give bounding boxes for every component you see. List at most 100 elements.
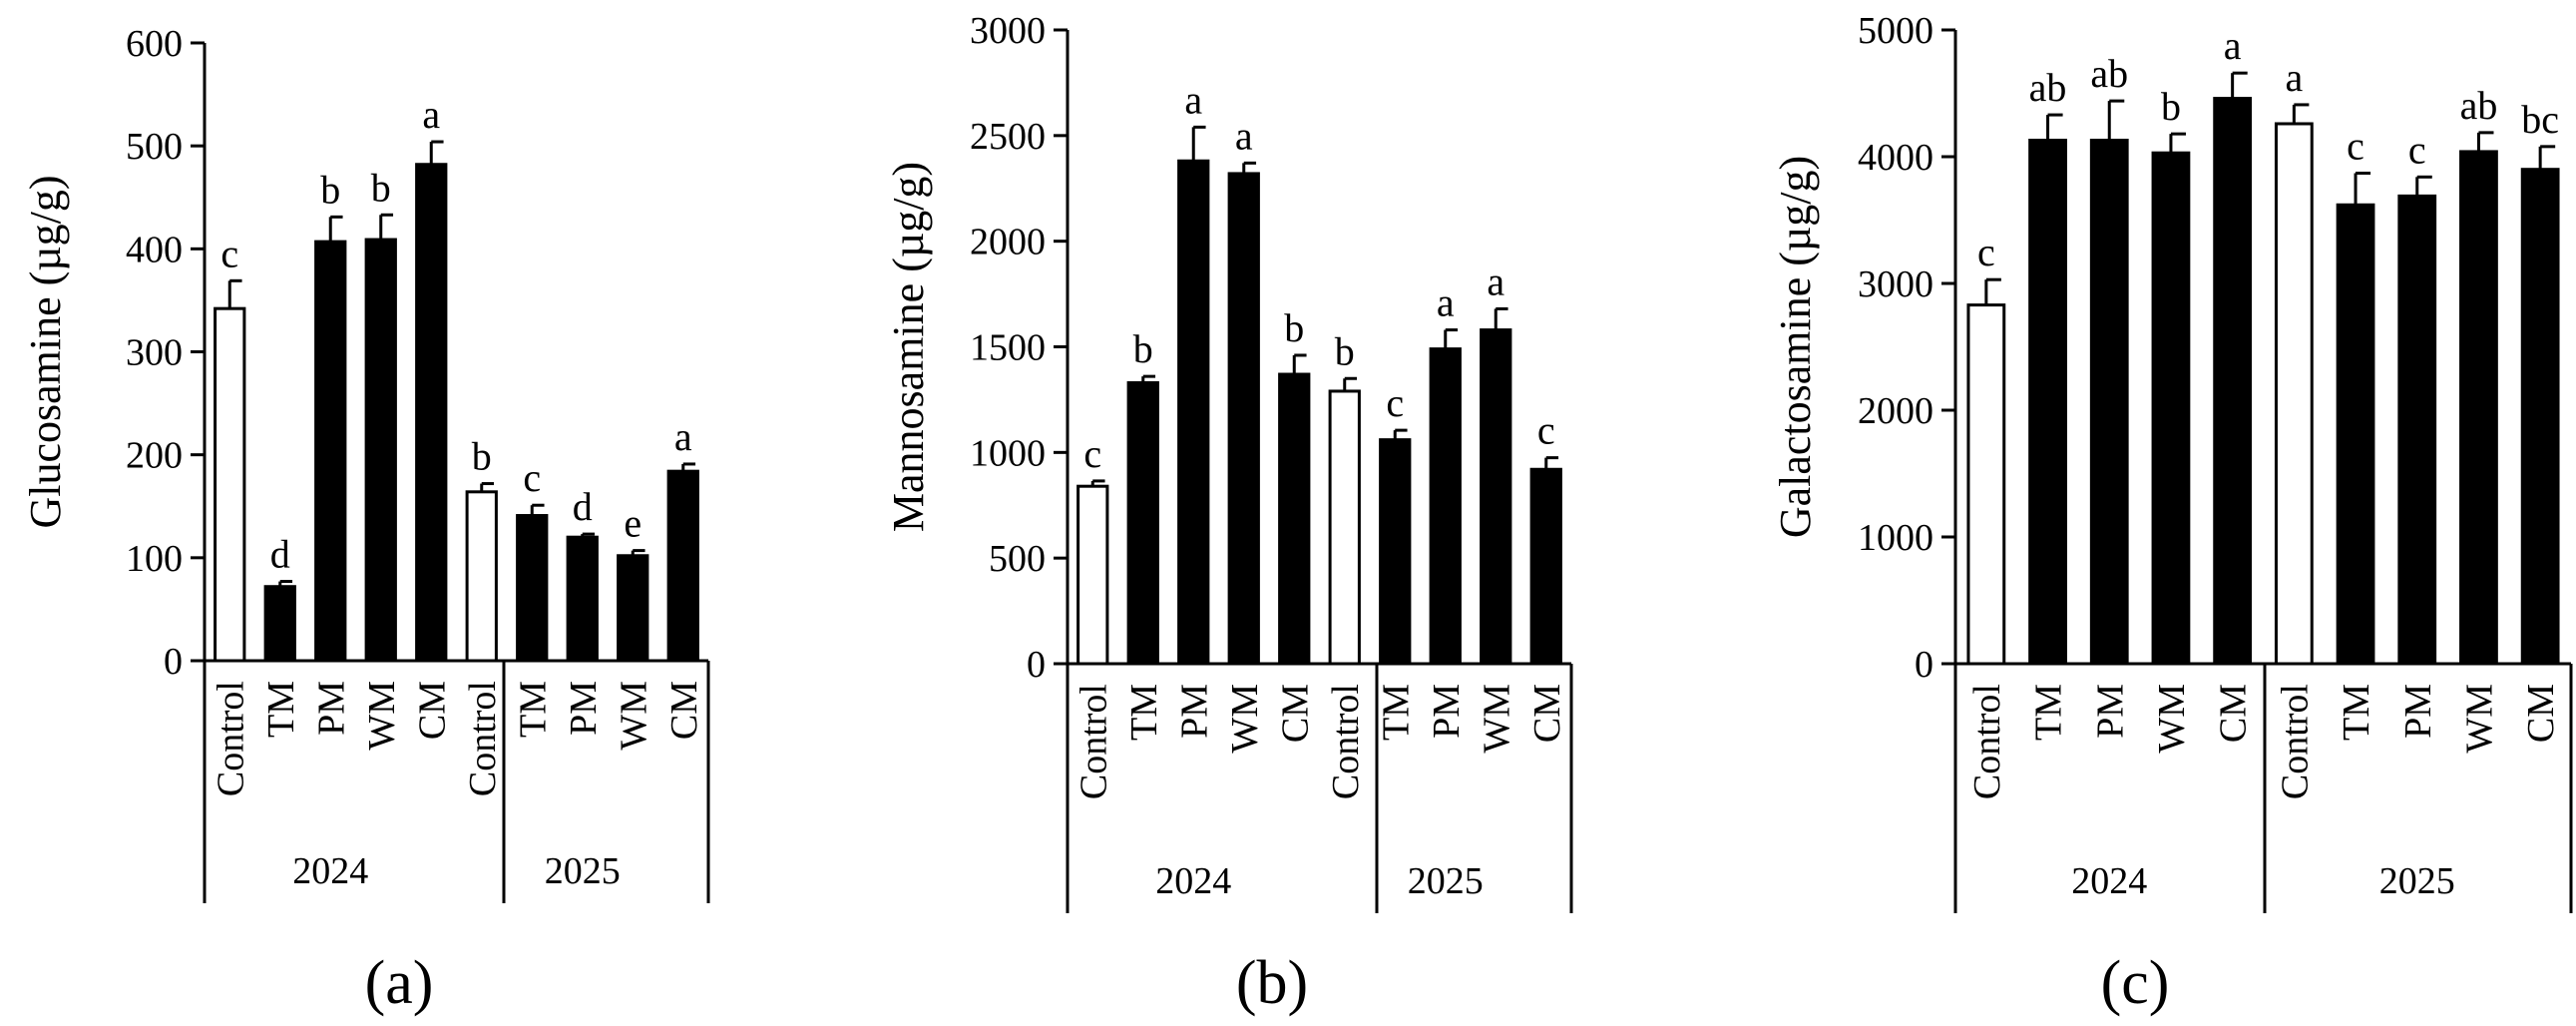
significance-letter: ab: [2460, 83, 2498, 128]
bar-2024-pm: [2089, 138, 2129, 666]
significance-letter: c: [2408, 127, 2426, 172]
y-tick-label: 1500: [970, 327, 1046, 369]
significance-letter: b: [320, 167, 340, 212]
significance-letter: c: [2347, 124, 2364, 169]
significance-letter: e: [624, 501, 642, 546]
significance-letter: b: [371, 165, 391, 210]
bar-2024-pm: [314, 240, 347, 663]
y-tick-label: 2000: [970, 222, 1046, 263]
x-category-label: Control: [1325, 684, 1367, 799]
significance-letter: d: [270, 532, 290, 577]
bar-2025-wm: [617, 554, 649, 663]
x-category-label: PM: [2397, 684, 2439, 739]
y-tick-label: 500: [126, 126, 183, 168]
bar-2025-wm: [2459, 150, 2498, 666]
y-tick-label: 3000: [1858, 263, 1933, 305]
x-category-label: CM: [1526, 684, 1568, 743]
year-group-label: 2025: [545, 850, 621, 892]
year-group-label: 2024: [292, 850, 368, 892]
chart-panel-1: 0 100 200 300 400 500 600 Glucosamine (µg/g) c Co…: [21, 23, 710, 1017]
bar-2025-cm: [1529, 467, 1562, 666]
significance-letter: a: [2224, 23, 2242, 68]
y-tick-label: 3000: [970, 10, 1046, 52]
y-tick-label: 100: [126, 538, 183, 580]
y-tick-label: 0: [164, 641, 183, 683]
x-category-label: CM: [1274, 684, 1316, 743]
year-group-label: 2025: [2379, 860, 2455, 902]
bar-2024-pm: [1177, 159, 1210, 666]
x-category-label: Control: [462, 681, 504, 796]
x-category-label: WM: [2458, 684, 2500, 754]
bar-2024-control: [214, 306, 246, 663]
y-tick-label: 2000: [1858, 390, 1933, 432]
x-category-label: TM: [512, 681, 554, 738]
x-category-label: CM: [2213, 684, 2255, 743]
bar-2024-control: [1966, 303, 2006, 666]
x-category-label: Control: [2274, 684, 2316, 799]
y-tick-label: 300: [126, 332, 183, 374]
bar-2025-control: [465, 490, 498, 663]
bar-2025-pm: [2397, 194, 2437, 666]
significance-letter: c: [220, 231, 238, 275]
significance-letter: a: [422, 92, 440, 137]
x-category-label: Control: [210, 681, 251, 796]
bar-2024-control: [1076, 484, 1109, 666]
significance-letter: b: [472, 434, 492, 479]
x-category-label: WM: [613, 681, 654, 751]
x-category-label: TM: [2336, 684, 2377, 741]
year-group-label: 2025: [1408, 860, 1484, 902]
bar-2025-pm: [1429, 347, 1462, 666]
bar-2024-wm: [2151, 151, 2191, 666]
significance-letter: b: [1335, 328, 1355, 373]
x-category-label: WM: [361, 681, 403, 751]
bar-2025-control: [2274, 122, 2314, 666]
significance-letter: bc: [2521, 97, 2559, 142]
significance-letter: b: [1284, 305, 1304, 350]
significance-letter: a: [1184, 77, 1202, 122]
x-category-label: TM: [1375, 684, 1417, 741]
x-category-label: PM: [1173, 684, 1215, 739]
significance-letter: b: [1133, 326, 1153, 371]
significance-letter: a: [2285, 55, 2303, 100]
significance-letter: c: [1977, 230, 1995, 274]
bar-2024-wm: [364, 238, 397, 663]
bar-2025-tm: [516, 514, 549, 663]
bar-2024-wm: [1227, 172, 1260, 666]
panel-label: (c): [2101, 949, 2170, 1017]
y-tick-label: 400: [126, 229, 183, 270]
significance-letter: a: [1487, 258, 1504, 303]
y-tick-label: 5000: [1858, 10, 1933, 52]
x-category-label: Control: [1073, 684, 1114, 799]
y-tick-label: 4000: [1858, 137, 1933, 179]
y-tick-label: 600: [126, 23, 183, 65]
y-tick-label: 1000: [1858, 517, 1933, 559]
significance-letter: c: [1083, 431, 1101, 476]
y-axis-title: Galactosamine (µg/g): [1771, 156, 1820, 538]
bar-2024-cm: [2213, 97, 2253, 666]
bar-2025-wm: [1480, 328, 1512, 666]
y-tick-label: 2500: [970, 116, 1046, 158]
y-tick-label: 500: [989, 538, 1046, 580]
y-tick-label: 0: [1027, 644, 1046, 686]
significance-letter: a: [1437, 280, 1455, 325]
y-tick-label: 0: [1915, 644, 1933, 686]
chart-panel-3: 0 1000 2000 3000 4000 5000 Galactosamine (µg/g…: [1771, 10, 2573, 1017]
x-category-label: TM: [2028, 684, 2070, 741]
x-category-label: CM: [411, 681, 453, 740]
bar-2025-control: [1328, 389, 1361, 666]
significance-letter: c: [1386, 380, 1404, 425]
x-category-label: PM: [2089, 684, 2131, 739]
panel-label: (b): [1236, 949, 1308, 1017]
significance-letter: c: [1537, 408, 1555, 453]
significance-letter: ab: [2029, 65, 2067, 110]
bar-2025-tm: [1379, 438, 1412, 666]
bar-2025-cm: [2520, 168, 2560, 666]
x-category-label: Control: [1966, 684, 2008, 799]
x-category-label: WM: [1224, 684, 1266, 754]
bar-2025-pm: [566, 535, 599, 663]
y-tick-label: 1000: [970, 432, 1046, 474]
chart-panel-2: 0 500 1000 1500 2000 2500 3000 Mannosamine (µg/…: [884, 10, 1573, 1017]
y-axis-title: Mannosamine (µg/g): [884, 162, 933, 532]
significance-letter: ab: [2090, 51, 2128, 96]
y-tick-label: 200: [126, 435, 183, 477]
